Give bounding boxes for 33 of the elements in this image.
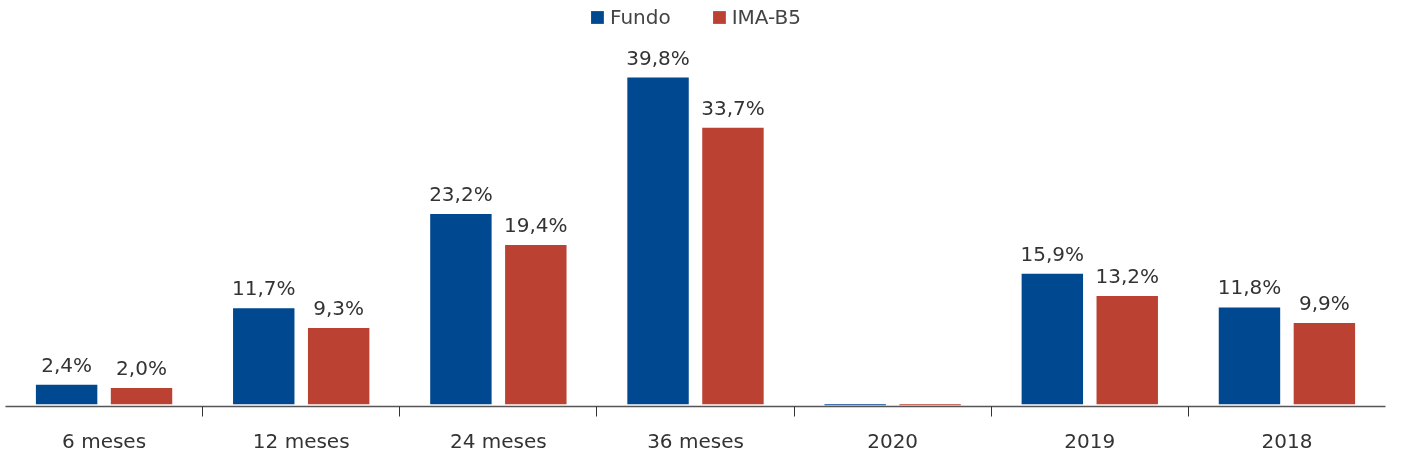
bar xyxy=(35,384,98,405)
data-label: 2,4% xyxy=(41,352,93,377)
bar xyxy=(233,308,295,405)
bar xyxy=(110,387,173,405)
data-label: 9,9% xyxy=(1298,291,1350,316)
legend-label: IMA-B5 xyxy=(731,5,802,29)
x-tick-label: 2020 xyxy=(867,428,919,453)
legend-label: Fundo xyxy=(609,5,671,29)
data-label: 23,2% xyxy=(429,181,493,206)
x-tick-label: 2019 xyxy=(1064,428,1116,453)
x-tick-label: 6 meses xyxy=(62,428,147,453)
data-label: 11,7% xyxy=(231,276,296,301)
bar xyxy=(702,127,764,405)
bar xyxy=(1218,307,1281,405)
data-label: 11,8% xyxy=(1217,275,1282,300)
x-tick-label: 12 meses xyxy=(252,428,350,453)
data-label: 19,4% xyxy=(504,213,568,238)
data-label: 13,2% xyxy=(1095,263,1160,288)
bar xyxy=(307,328,370,405)
bar xyxy=(1293,323,1356,405)
bar xyxy=(430,213,492,405)
bar xyxy=(1096,295,1158,405)
bar xyxy=(1021,273,1084,405)
x-tick-label: 2018 xyxy=(1261,428,1313,453)
data-label: 9,3% xyxy=(313,296,365,321)
data-label: 33,7% xyxy=(701,95,765,120)
x-tick-label: 36 meses xyxy=(647,428,744,453)
bar xyxy=(505,245,567,405)
bar xyxy=(627,77,689,405)
data-label: 2,0% xyxy=(116,355,167,380)
x-tick-label: 24 meses xyxy=(449,428,547,453)
data-label: 39,8% xyxy=(626,45,690,70)
data-label: 15,9% xyxy=(1020,241,1085,266)
